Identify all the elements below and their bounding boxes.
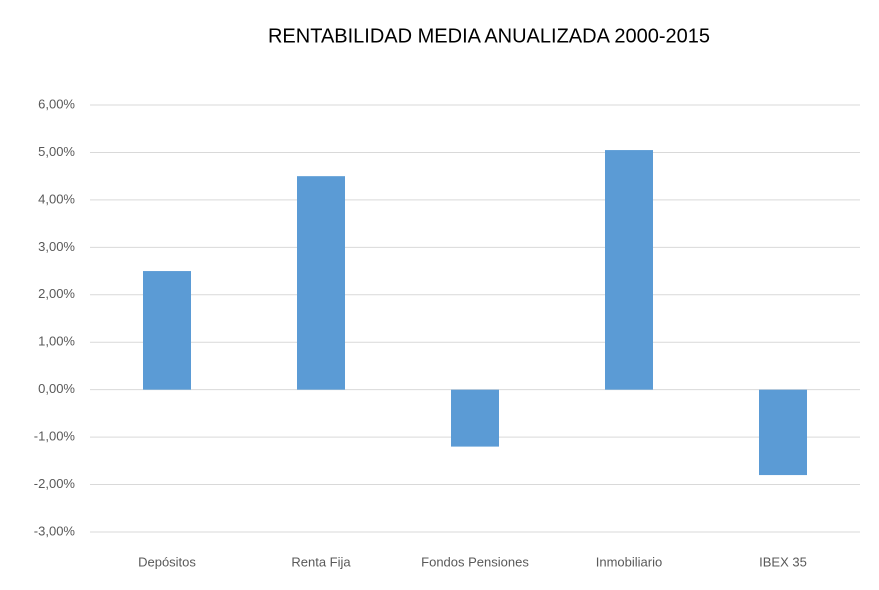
x-tick-label: Depósitos <box>138 554 196 569</box>
x-tick-label: Inmobiliario <box>596 554 662 569</box>
y-tick-label: 1,00% <box>38 334 75 349</box>
bar <box>759 389 807 476</box>
y-tick-label: -1,00% <box>34 429 76 444</box>
y-tick-label: 5,00% <box>38 144 75 159</box>
y-tick-label: -2,00% <box>34 476 76 491</box>
bar <box>451 389 499 447</box>
y-tick-label: 4,00% <box>38 191 75 206</box>
bar <box>605 150 653 390</box>
bar <box>143 271 191 390</box>
y-tick-label: 0,00% <box>38 381 75 396</box>
bar <box>297 176 345 390</box>
x-tick-label: IBEX 35 <box>759 554 807 569</box>
chart-title: RENTABILIDAD MEDIA ANUALIZADA 2000-2015 <box>268 25 710 47</box>
y-tick-label: 3,00% <box>38 239 75 254</box>
y-tick-label: 6,00% <box>38 96 75 111</box>
x-tick-label: Fondos Pensiones <box>421 554 529 569</box>
y-tick-label: 2,00% <box>38 286 75 301</box>
y-tick-label: -3,00% <box>34 523 76 538</box>
x-tick-label: Renta Fija <box>291 554 351 569</box>
